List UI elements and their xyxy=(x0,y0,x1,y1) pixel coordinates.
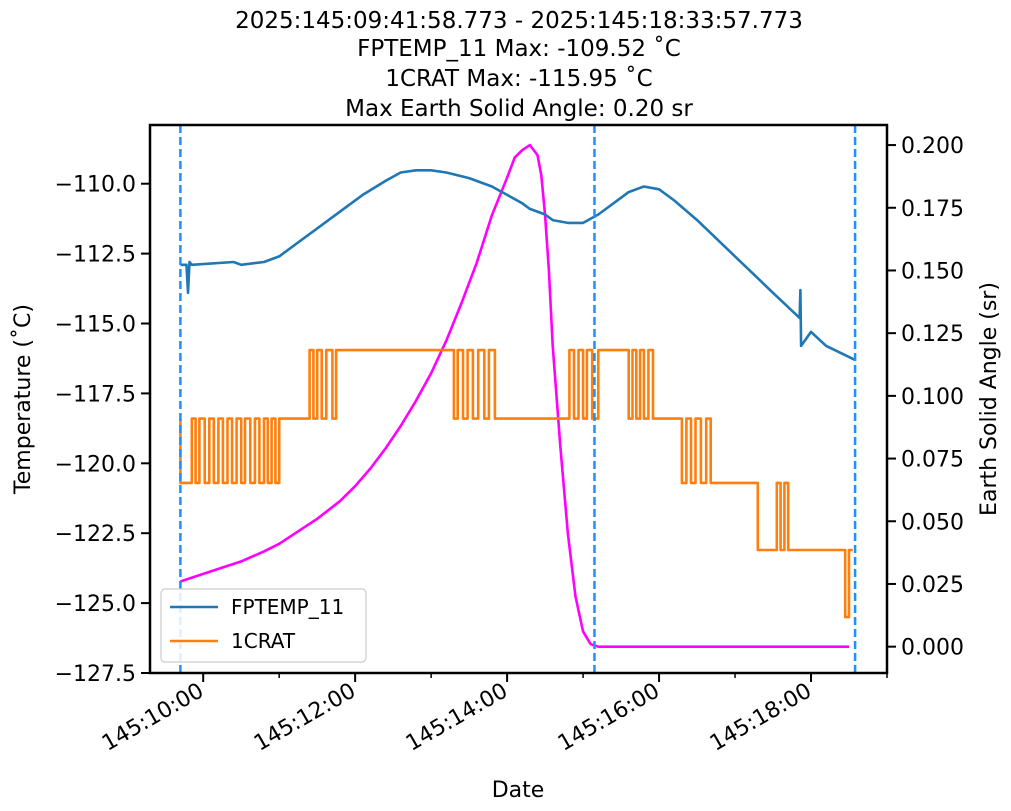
y-right-tick-label-8: 0.175 xyxy=(901,197,964,222)
title-line-fptemp: FPTEMP_11 Max: -109.52 ˚C xyxy=(357,35,681,62)
y-right-tick-label-3: 0.050 xyxy=(901,510,964,535)
legend-label-fptemp: FPTEMP_11 xyxy=(231,595,344,619)
legend: FPTEMP_11 1CRAT xyxy=(160,588,367,663)
chart-title: 2025:145:09:41:58.773 - 2025:145:18:33:5… xyxy=(235,8,803,122)
y-right-tick-label-7: 0.150 xyxy=(901,259,964,284)
title-line-range: 2025:145:09:41:58.773 - 2025:145:18:33:5… xyxy=(235,8,803,34)
y-right-tick-label-2: 0.025 xyxy=(901,573,964,598)
plot-frame xyxy=(148,123,889,675)
y-left-tick-label-2: −112.5 xyxy=(55,243,136,268)
series-line-earth-solid-angle xyxy=(179,143,849,649)
y-right-tick-label-5: 0.100 xyxy=(901,385,964,410)
y-right-tick-label-6: 0.125 xyxy=(901,322,964,347)
y-left-tick-label-7: −125.0 xyxy=(55,592,136,617)
y-left-tick-label-3: −115.0 xyxy=(55,313,136,338)
y-right-tick-label-9: 0.200 xyxy=(901,134,964,159)
title-line-1crat: 1CRAT Max: -115.95 ˚C xyxy=(385,65,652,92)
y-axis-right-label: Earth Solid Angle (sr) xyxy=(977,282,1002,516)
title-line-solid-angle: Max Earth Solid Angle: 0.20 sr xyxy=(345,96,693,122)
y-axis-left-label: Temperature (˚C) xyxy=(11,304,36,495)
y-right-tick-label-4: 0.075 xyxy=(901,448,964,473)
plot-area xyxy=(179,125,857,673)
y-left-tick-label-4: −117.5 xyxy=(55,382,136,407)
y-left-tick-label-6: −122.5 xyxy=(55,522,136,547)
y-left-tick-label-1: −110.0 xyxy=(55,173,136,198)
series-line-1crat xyxy=(179,348,853,619)
series-line-fptemp-11 xyxy=(180,169,856,362)
y-right-tick-label-1: 0.000 xyxy=(901,636,964,661)
x-axis-label: Date xyxy=(492,778,545,803)
legend-label-1crat: 1CRAT xyxy=(231,629,296,653)
y-left-tick-label-8: −127.5 xyxy=(55,662,136,687)
y-left-tick-label-5: −120.0 xyxy=(55,452,136,477)
